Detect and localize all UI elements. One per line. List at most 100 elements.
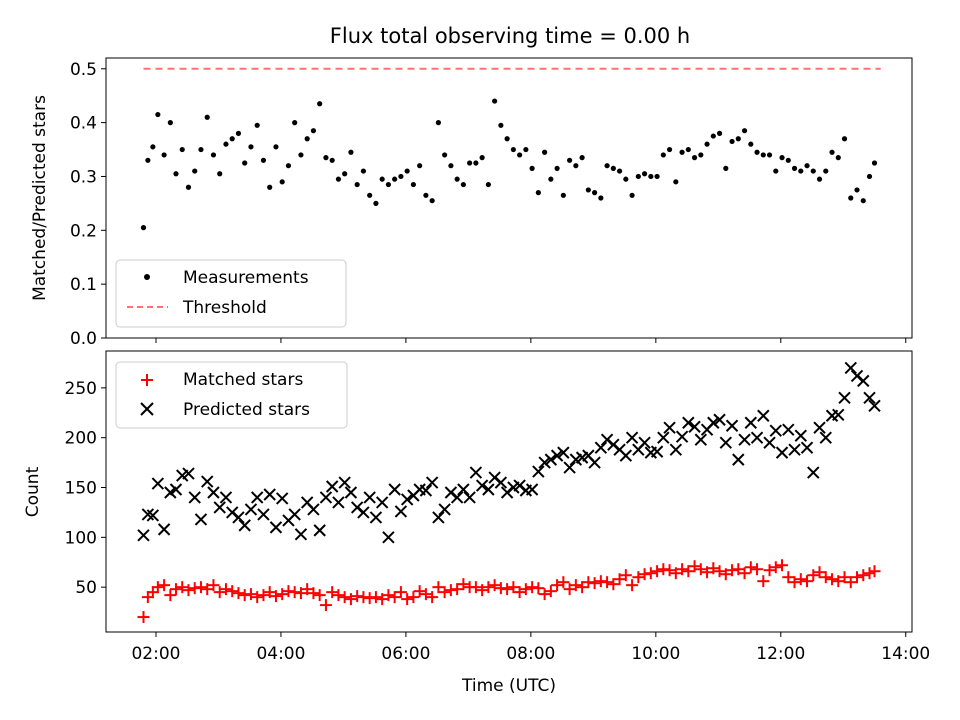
measurement-point (485, 181, 491, 188)
predicted-star-point (838, 391, 851, 405)
measurement-point (723, 165, 729, 171)
predicted-star-point (738, 433, 751, 446)
measurement-point (579, 155, 585, 161)
measurement-point (598, 195, 604, 201)
measurement-point (150, 144, 156, 150)
predicted-star-point (182, 467, 195, 480)
predicted-star-point (357, 506, 370, 519)
measurement-point (741, 128, 748, 134)
top-y-tick-label: 0.5 (70, 60, 97, 80)
measurement-point (691, 155, 698, 161)
matched-star-point (407, 591, 420, 604)
predicted-star-point (344, 486, 358, 499)
measurement-point (641, 171, 648, 177)
legend-threshold-label: Threshold (182, 298, 267, 318)
matched-star-point (226, 585, 239, 598)
matched-star-point (338, 591, 351, 604)
predicted-star-point (288, 508, 301, 521)
measurement-point (479, 155, 485, 161)
measurement-point (785, 157, 791, 163)
matched-star-point (476, 584, 489, 597)
predicted-star-point (463, 491, 476, 504)
predicted-star-point (557, 446, 570, 459)
predicted-star-point (819, 431, 832, 444)
measurement-point (367, 192, 373, 198)
matched-star-point (838, 571, 851, 584)
measurement-point (304, 136, 310, 142)
matched-star-point (151, 581, 164, 594)
predicted-star-point (232, 511, 245, 524)
matched-star-point (713, 565, 726, 578)
measurement-point (610, 165, 616, 171)
predicted-star-point (657, 431, 670, 444)
matched-star-point (551, 579, 564, 592)
measurement-point (248, 144, 254, 150)
measurement-point (835, 155, 841, 161)
chart-title: Flux total observing time = 0.00 h (330, 24, 690, 48)
top-y-tick-label: 0.1 (70, 275, 97, 295)
bottom-y-tick-label: 150 (65, 479, 97, 499)
x-tick-label: 04:00 (256, 644, 305, 664)
matched-star-point (158, 579, 171, 592)
top-x-axis-ticks (155, 338, 907, 343)
matched-star-point (469, 581, 482, 594)
matched-star-point (732, 563, 745, 576)
matched-star-point (301, 583, 314, 596)
matched-star-point (169, 583, 182, 596)
measurement-point (517, 152, 523, 158)
predicted-star-point (388, 483, 401, 496)
measurement-point (679, 149, 685, 155)
measurement-point (660, 152, 666, 158)
matched-star-point (557, 576, 570, 589)
matched-star-point (813, 566, 826, 579)
predicted-star-point (782, 423, 795, 436)
measurement-point (167, 120, 173, 126)
matched-star-point (426, 591, 439, 604)
top-y-tick-label: 0.3 (70, 167, 97, 187)
measurement-point (616, 168, 623, 174)
predicted-star-point (650, 445, 664, 458)
bottom-legend-box (115, 361, 348, 429)
measurement-point (654, 173, 660, 180)
measurement-point (591, 190, 598, 196)
matched-star-point (682, 565, 695, 578)
measurement-point (417, 163, 423, 169)
measurement-point (848, 195, 854, 201)
matched-star-point (244, 588, 257, 601)
matched-star-point (164, 589, 177, 602)
measurement-point (254, 122, 260, 128)
measurement-point (666, 146, 673, 153)
matched-star-point (544, 585, 557, 598)
bottom-y-axis-label: Count (23, 466, 43, 517)
matched-star-point (601, 576, 614, 589)
matched-star-point (763, 564, 776, 577)
matched-star-point (744, 561, 757, 574)
predicted-star-point (244, 503, 258, 516)
matched-star-point (782, 571, 795, 584)
measurement-point (816, 176, 823, 182)
predicted-star-point (213, 501, 226, 514)
predicted-star-point (338, 476, 351, 489)
bottom-y-tick-label: 50 (75, 578, 97, 598)
matched-star-point (257, 589, 270, 602)
matched-star-point (832, 575, 845, 588)
predicted-star-point (563, 461, 576, 474)
predicted-star-point (682, 416, 695, 429)
predicted-star-point (763, 436, 776, 449)
measurement-point (492, 98, 498, 104)
predicted-star-point (319, 491, 333, 504)
predicted-star-point (619, 449, 633, 462)
measurement-point (192, 168, 198, 174)
predicted-star-point (707, 416, 720, 429)
predicted-star-point (137, 529, 150, 542)
matched-star-point (313, 589, 326, 602)
top-y-axis-label: Matched/Predicted stars (30, 95, 50, 301)
predicted-star-point (425, 476, 439, 489)
predicted-star-point (469, 466, 483, 479)
matched-star-point (626, 579, 639, 592)
predicted-star-point (525, 483, 539, 496)
predicted-star-point (694, 433, 708, 446)
matched-star-point (751, 563, 764, 576)
bottom-y-tick-label: 250 (65, 379, 97, 399)
